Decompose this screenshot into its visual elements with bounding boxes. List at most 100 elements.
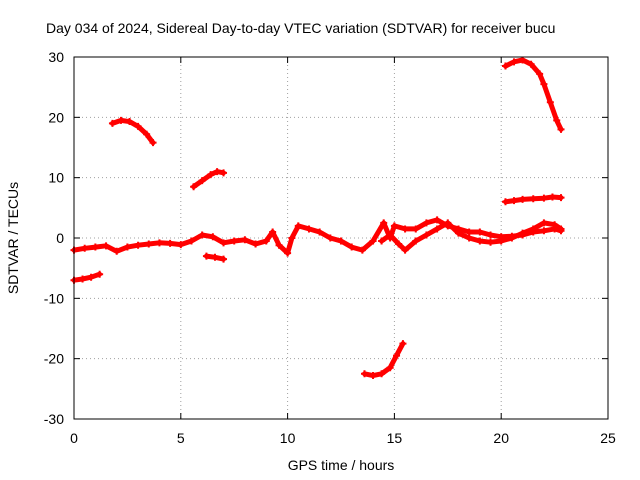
data-point [412,225,420,233]
data-point [369,372,377,380]
data-point [209,233,217,241]
data-point [269,228,277,236]
data-point [220,255,228,263]
y-tick-label: -30 [44,411,64,427]
y-tick-label: -20 [44,351,64,367]
y-axis-title: SDTVAR / TECUs [5,182,21,294]
data-point [380,219,388,227]
data-point [348,243,356,251]
data-point [551,221,559,229]
data-point [360,370,368,378]
data-point [557,225,565,233]
data-point [399,340,407,348]
data-point [546,98,554,106]
data-point [81,244,89,252]
data-point [548,193,556,201]
data-point [294,222,302,230]
tick-layer: 0 5 10 15 20 25 -30 -20 -10 0 10 20 30 [44,49,616,446]
data-point [401,225,409,233]
data-point [487,231,495,239]
data-point [91,243,99,251]
data-point [241,236,249,244]
data-point [113,247,121,255]
x-tick-label: 15 [387,430,403,446]
data-point [519,229,527,237]
data-point [412,237,420,245]
data-point [79,275,87,283]
x-tick-label: 20 [493,430,509,446]
data-point [395,240,403,248]
data-point [527,60,535,68]
data-point [155,239,163,247]
y-tick-label: 10 [48,170,64,186]
data-point [510,58,518,66]
data-point [202,252,210,260]
data-point [177,241,185,249]
data-point [444,219,452,227]
data-point [529,195,537,203]
data-point [378,370,386,378]
data-point [454,229,462,237]
data-point [510,197,518,205]
data-point [501,62,509,70]
data-point [487,238,495,246]
data-point [149,139,157,147]
data-point [96,270,104,278]
data-point [126,118,134,126]
data-point [519,195,527,203]
data-series-track-2 [71,271,103,283]
data-point [123,243,131,251]
y-tick-label: 20 [48,109,64,125]
data-point [519,56,527,64]
data-point [211,253,219,261]
data-point [143,130,151,138]
x-tick-label: 25 [600,430,616,446]
data-point [465,228,473,236]
data-point [190,183,198,191]
data-point [262,237,270,245]
data-point [497,237,505,245]
data-point [275,241,283,249]
series-layer [70,56,565,380]
data-point [386,364,394,372]
data-point [390,222,398,230]
data-point [358,246,366,254]
data-point [198,231,206,239]
data-point [326,234,334,242]
data-point [198,177,206,185]
data-point [288,234,296,242]
data-point [378,237,386,245]
data-point [501,198,509,206]
data-point [316,228,324,236]
data-point [108,119,116,127]
y-tick-label: 0 [56,230,64,246]
data-point [401,246,409,254]
data-point [553,116,561,124]
data-point [540,219,548,227]
data-point [422,231,430,239]
x-tick-label: 10 [280,430,296,446]
x-tick-label: 0 [70,430,78,446]
data-point [305,225,313,233]
data-point [369,237,377,245]
data-point [529,225,537,233]
data-point [540,80,548,88]
data-point [386,231,394,239]
data-point [213,168,221,176]
data-point [508,234,516,242]
data-point [230,237,238,245]
data-point [536,70,544,78]
data-point [166,239,174,247]
data-point [87,273,95,281]
data-point [220,239,228,247]
y-tick-label: -10 [44,290,64,306]
data-point [207,171,215,179]
data-point [433,225,441,233]
data-point [284,249,292,257]
data-point [145,240,153,248]
data-point [465,234,473,242]
data-point [102,242,110,250]
data-point [422,219,430,227]
data-point [252,240,260,248]
